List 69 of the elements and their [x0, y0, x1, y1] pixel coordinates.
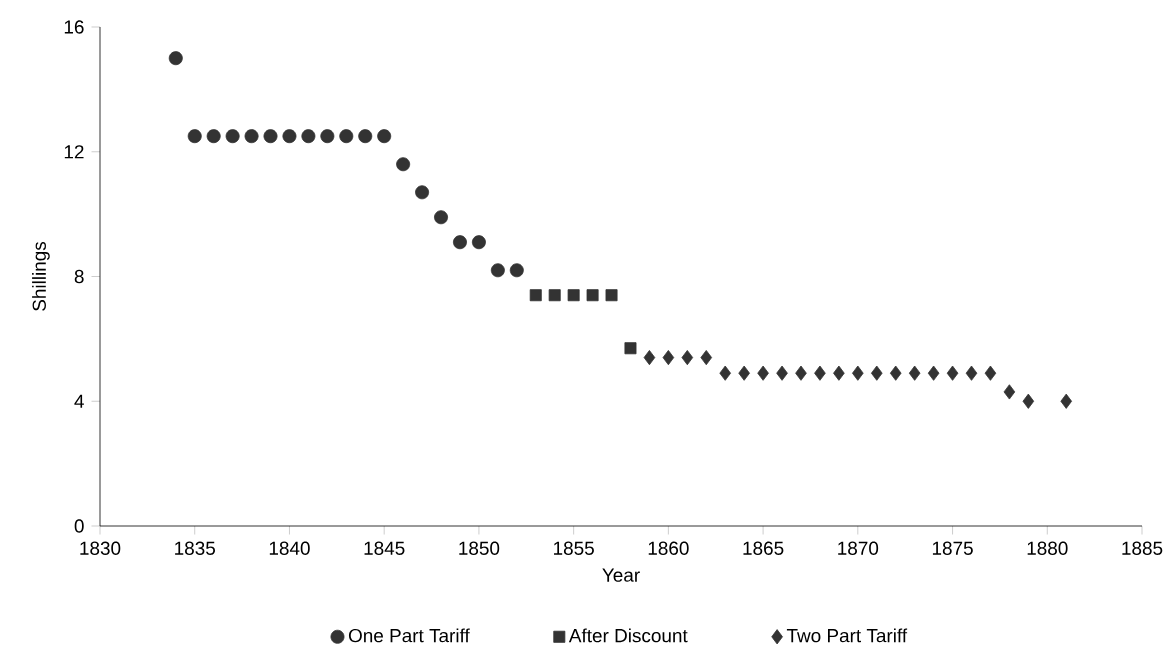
point	[339, 129, 354, 144]
point	[567, 289, 580, 302]
point	[984, 365, 997, 381]
point	[586, 289, 599, 302]
point	[320, 129, 335, 144]
point	[225, 129, 240, 144]
x-tick-label: 1880	[1027, 541, 1068, 555]
y-tick-label: 4	[74, 394, 84, 408]
point	[282, 129, 297, 144]
point	[624, 342, 637, 355]
point	[700, 350, 713, 366]
point	[434, 210, 448, 225]
x-tick-label: 1850	[459, 541, 500, 555]
point	[358, 129, 373, 144]
point	[301, 129, 316, 144]
point	[396, 157, 411, 172]
point	[889, 365, 902, 381]
y-tick-label: 16	[64, 20, 84, 34]
point	[187, 129, 202, 144]
x-tick-label: 1875	[932, 541, 973, 555]
point	[814, 365, 826, 381]
point	[927, 365, 940, 381]
point	[490, 263, 505, 278]
y-tick-label: 0	[74, 519, 84, 533]
point	[377, 129, 392, 144]
point	[833, 365, 845, 381]
point	[870, 365, 883, 381]
point	[965, 365, 978, 381]
x-tick-label: 1855	[554, 541, 594, 555]
point	[776, 365, 788, 381]
x-axis-title: Year	[602, 568, 640, 582]
point	[168, 51, 183, 66]
y-axis-title: Shillings	[32, 241, 50, 311]
point	[605, 289, 618, 302]
point	[415, 185, 430, 200]
legend-label: After Discount	[568, 628, 688, 643]
x-tick-label: 1885	[1122, 541, 1163, 555]
point	[263, 129, 278, 144]
point	[1060, 393, 1072, 409]
point	[662, 350, 675, 366]
point	[471, 235, 486, 250]
point	[1022, 393, 1035, 409]
x-tick-label: 1830	[80, 541, 121, 555]
x-tick-label: 1835	[175, 541, 215, 555]
point	[244, 129, 259, 144]
point	[946, 365, 959, 381]
legend-label: One Part Tariff	[348, 628, 470, 643]
y-tick-label: 12	[64, 145, 84, 159]
point	[1003, 384, 1016, 400]
x-tick-label: 1840	[269, 541, 310, 555]
x-tick-label: 1845	[364, 541, 405, 555]
point	[719, 365, 731, 381]
x-tick-label: 1870	[838, 541, 879, 555]
point	[738, 365, 750, 381]
x-tick-label: 1860	[648, 541, 689, 555]
point	[206, 129, 221, 144]
point	[852, 365, 864, 381]
point	[548, 289, 561, 302]
point	[795, 365, 807, 381]
y-tick-label: 8	[74, 269, 84, 284]
point	[908, 365, 921, 381]
x-tick-label: 1865	[743, 541, 784, 555]
legend-label: Two Part Tariff	[786, 628, 908, 643]
point	[452, 235, 467, 250]
point	[643, 350, 656, 366]
point	[757, 365, 769, 381]
point	[681, 350, 694, 366]
point	[509, 263, 524, 278]
point	[529, 289, 542, 302]
